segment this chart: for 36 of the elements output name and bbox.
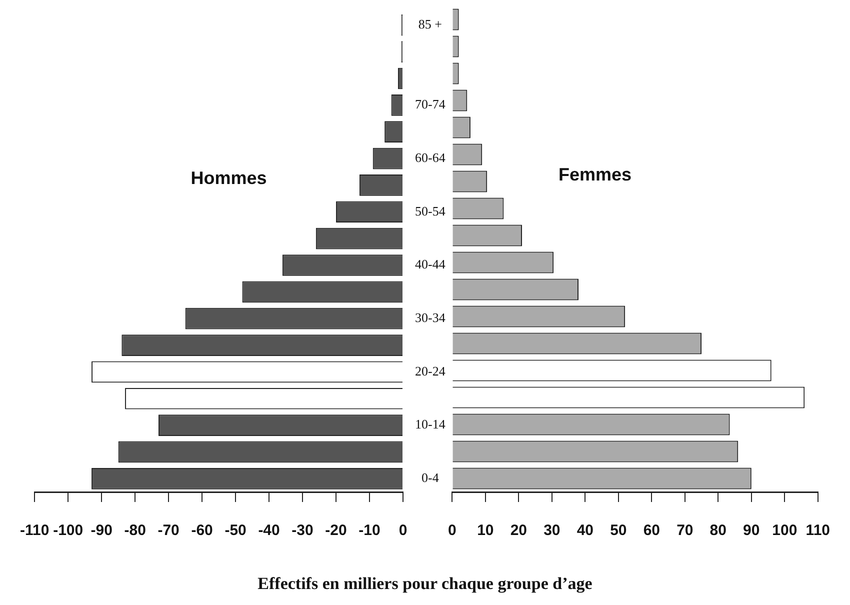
x-tick-label: -20 xyxy=(325,522,347,540)
y-tick-label: 70-74 xyxy=(414,96,446,112)
x-tick-label: 80 xyxy=(710,522,726,540)
x-tick-label: 20 xyxy=(510,522,528,540)
y-tick-label: 60-64 xyxy=(414,150,446,165)
x-tick-label: 100 xyxy=(772,522,798,540)
x-tick-label: 60 xyxy=(643,522,660,540)
x-tick-label: -110 xyxy=(20,522,50,540)
x-tick-label: -30 xyxy=(292,522,314,540)
y-tick-label: 85 + xyxy=(418,16,442,32)
x-axis-title: Effectifs en milliers pour chaque groupe d’age xyxy=(256,574,594,594)
y-tick-label: 50-54 xyxy=(414,203,446,218)
y-tick-label: 10-14 xyxy=(414,416,446,432)
y-tick-label: 30-34 xyxy=(414,310,446,326)
x-tick-label: -10 xyxy=(358,522,380,540)
x-tick-label: 40 xyxy=(576,522,594,540)
x-tick-label: -40 xyxy=(258,522,280,540)
x-tick-label: 0 xyxy=(448,522,456,540)
text: Femmes xyxy=(558,164,632,184)
x-tick-label: 90 xyxy=(743,522,760,540)
y-tick-label: 20-24 xyxy=(414,363,446,378)
x-tick-label: 50 xyxy=(610,522,627,540)
x-tick-label: -100 xyxy=(53,522,84,540)
x-tick-label: -80 xyxy=(124,522,146,540)
text: Hommes xyxy=(190,168,267,188)
x-tick-label: -90 xyxy=(90,522,112,540)
x-tick-label: 10 xyxy=(477,522,494,540)
y-tick-label: 0-4 xyxy=(421,470,440,486)
x-tick-label: 0 xyxy=(398,522,408,540)
y-tick-label: 40-44 xyxy=(414,256,446,272)
x-tick-label: 110 xyxy=(806,522,830,540)
x-tick-label: 70 xyxy=(676,522,694,540)
x-tick-label: 30 xyxy=(544,522,560,540)
x-tick-label: -60 xyxy=(191,522,213,540)
x-tick-label: -70 xyxy=(158,522,180,540)
x-tick-label: -50 xyxy=(224,522,246,540)
